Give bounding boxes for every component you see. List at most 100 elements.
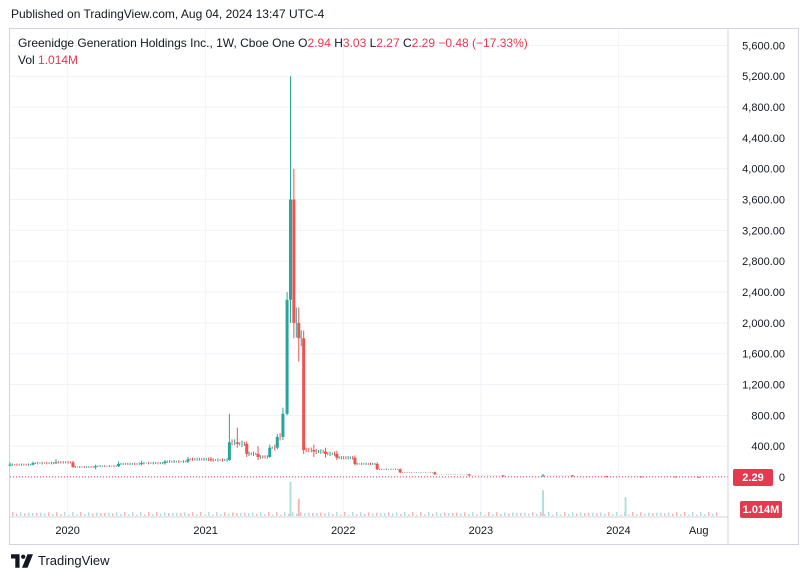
candle (501, 475, 505, 477)
candle (54, 459, 58, 464)
volume-bar (308, 512, 310, 516)
volume-bar (68, 514, 70, 516)
candle-body (54, 462, 58, 464)
candle-body (31, 463, 35, 465)
volume-bar (464, 512, 466, 516)
volume-bar (520, 512, 522, 516)
open-key: O (298, 36, 308, 50)
candle (186, 456, 190, 464)
y-tick-label: 2,800.00 (742, 256, 785, 268)
volume-bar (428, 512, 430, 516)
volume-bar (664, 513, 666, 516)
volume-bar (552, 514, 554, 516)
volume-bar (180, 513, 182, 516)
x-tick-label: 2022 (331, 525, 355, 537)
volume-bar (164, 512, 166, 516)
volume-legend: Vol 1.014M (18, 53, 78, 67)
candle-body (302, 338, 306, 451)
volume-bar (236, 513, 238, 516)
candle-body (433, 472, 437, 475)
candle (292, 168, 296, 339)
volume-bar (40, 512, 42, 516)
volume-bar (524, 512, 526, 516)
chart-grid (10, 30, 728, 516)
volume-bar (72, 512, 74, 516)
change-value: −0.48 (−17.33%) (438, 36, 528, 50)
volume-bar (80, 512, 82, 516)
y-tick-label: 4,800.00 (742, 102, 785, 114)
volume-bar (564, 512, 566, 516)
volume-bar (356, 514, 358, 516)
candle (433, 471, 437, 475)
candle-body (398, 469, 402, 473)
volume-bar (436, 512, 438, 516)
volume-bar (716, 512, 718, 516)
candle (398, 468, 402, 474)
volume-bar (644, 513, 646, 516)
volume-bar (136, 514, 138, 516)
volume-bar (388, 512, 390, 516)
volume-bar (628, 514, 630, 516)
volume-bar (316, 513, 318, 516)
volume-bar (280, 514, 282, 516)
y-tick-label: 5,200.00 (742, 71, 785, 83)
volume-bar (272, 514, 274, 516)
volume-bar (212, 514, 214, 516)
chart-frame (9, 28, 799, 545)
x-tick-label: 2024 (606, 525, 630, 537)
candle (275, 433, 279, 450)
candles (8, 76, 701, 478)
volume-bar (676, 512, 678, 516)
volume-bar (648, 512, 650, 516)
volume-bar (292, 512, 294, 516)
x-tick-label: 2023 (469, 525, 493, 537)
volume-bar (284, 512, 286, 516)
volume-bar (252, 512, 254, 516)
volume-bar (196, 514, 198, 516)
candle (281, 407, 285, 441)
volume-bar (392, 513, 394, 516)
candle (245, 441, 249, 457)
volume-bar (32, 513, 34, 516)
volume-bar (76, 514, 78, 516)
volume-bar (24, 513, 26, 516)
symbol-title: Greenidge Generation Holdings Inc., 1W, … (18, 36, 295, 50)
volume-bar (680, 514, 682, 516)
candle-body (541, 475, 545, 477)
volume-bar (672, 513, 674, 516)
candle-body (570, 475, 574, 477)
volume-bar (288, 514, 290, 516)
tradingview-brand[interactable]: TradingView (11, 553, 110, 568)
volume-bar (600, 512, 602, 516)
candle (163, 460, 167, 465)
volume-bars (12, 481, 718, 516)
volume-bar (440, 513, 442, 516)
volume-bar (100, 513, 102, 516)
volume-bar (128, 514, 130, 516)
y-tick-label: 2,000.00 (742, 318, 785, 330)
volume-bar (84, 514, 86, 516)
volume-bar (460, 513, 462, 516)
candle-body (467, 474, 471, 476)
candle (256, 446, 260, 461)
volume-bar (692, 512, 694, 516)
volume-bar (612, 514, 614, 516)
volume-bar (204, 514, 206, 516)
volume-bar (144, 514, 146, 516)
volume-bar (268, 512, 270, 516)
volume-bar (188, 513, 190, 516)
volume-bar (228, 513, 230, 516)
volume-bar (56, 512, 58, 516)
candle-body (186, 459, 190, 462)
volume-bar (248, 513, 250, 516)
candle (31, 461, 35, 466)
volume-bar (540, 512, 542, 516)
volume-bar (432, 513, 434, 516)
volume-bar (508, 513, 510, 516)
volume-bar (240, 512, 242, 516)
volume-bar (476, 514, 478, 516)
candle-body (163, 461, 167, 464)
volume-bar (396, 512, 398, 516)
volume-bar (297, 498, 300, 516)
